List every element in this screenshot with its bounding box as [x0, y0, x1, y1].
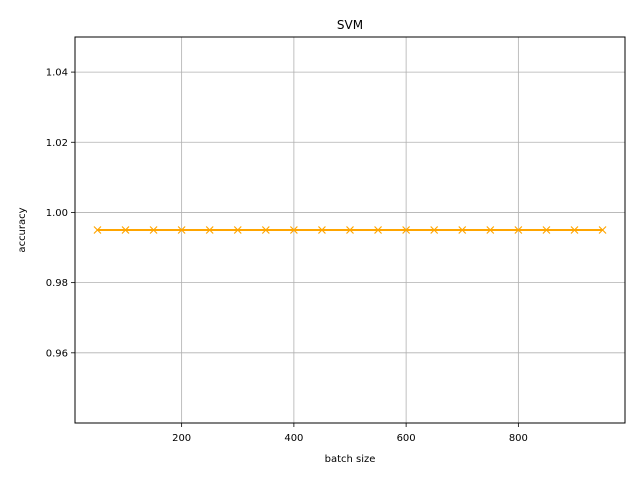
x-axis: 200 400 600 800 — [172, 423, 528, 444]
x-tick-label: 800 — [509, 433, 528, 444]
y-tick-label: 1.02 — [46, 138, 68, 149]
data-point — [177, 226, 186, 234]
y-tick-label: 0.98 — [46, 278, 68, 289]
data-point — [149, 226, 158, 234]
y-tick-label: 0.96 — [46, 348, 68, 359]
y-tick-label: 1.00 — [46, 208, 68, 219]
data-point — [261, 226, 270, 234]
data-point — [205, 226, 214, 234]
x-tick-label: 400 — [284, 433, 303, 444]
y-axis-label: accuracy — [17, 207, 28, 252]
data-point — [542, 226, 551, 234]
x-tick-label: 600 — [397, 433, 416, 444]
y-axis: 0.96 0.98 1.00 1.02 1.04 — [46, 68, 75, 359]
data-point — [514, 226, 523, 234]
data-point — [458, 226, 467, 234]
data-point — [598, 226, 607, 234]
data-point — [93, 226, 102, 234]
data-point — [374, 226, 382, 234]
data-point — [318, 226, 326, 234]
chart-title: SVM — [337, 18, 363, 32]
data-point — [570, 226, 579, 234]
x-tick-label: 200 — [172, 433, 191, 444]
data-point — [289, 226, 298, 234]
data-point — [233, 226, 242, 234]
data-point — [430, 226, 439, 234]
data-point — [121, 226, 130, 234]
series-layer — [93, 226, 607, 234]
data-point — [346, 226, 354, 234]
plot-frame — [74, 36, 626, 424]
y-tick-label: 1.04 — [46, 68, 68, 79]
x-axis-label: batch size — [325, 454, 376, 465]
data-point — [402, 226, 411, 234]
data-point — [486, 226, 495, 234]
